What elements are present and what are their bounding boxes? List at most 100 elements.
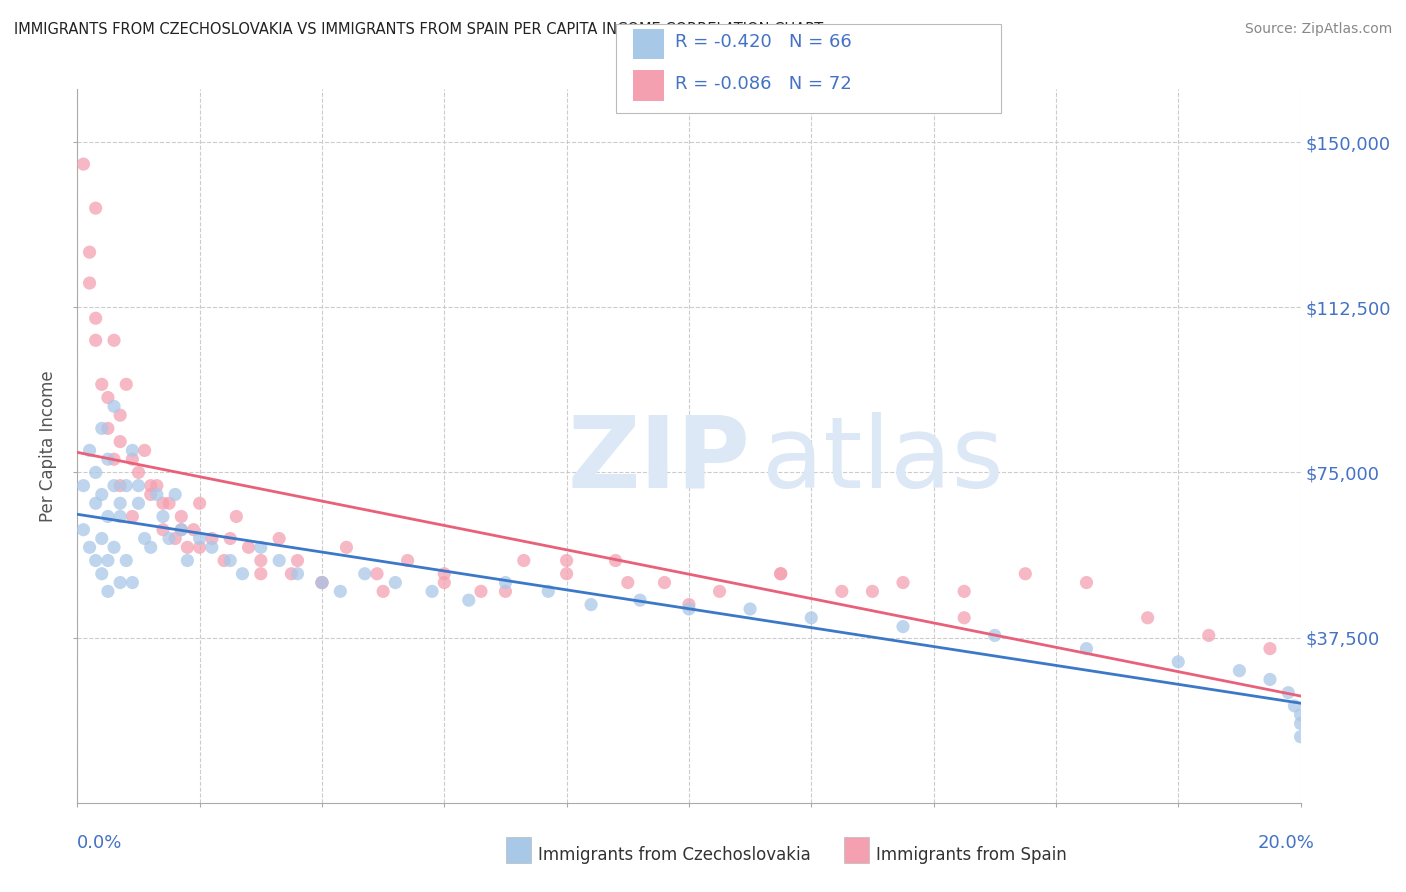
Point (1076, 575, 1098, 590)
Point (366, 566, 388, 581)
Point (115, 553, 138, 567)
Point (495, 584, 517, 599)
Point (1076, 641, 1098, 656)
Point (769, 566, 792, 581)
Point (1198, 628, 1220, 642)
Point (212, 553, 235, 567)
Point (176, 553, 198, 567)
Point (139, 487, 162, 501)
Text: Immigrants from Czechoslovakia: Immigrants from Czechoslovakia (538, 846, 811, 863)
Point (157, 496, 180, 510)
Point (108, 434, 131, 449)
Point (740, 602, 762, 616)
Point (513, 553, 536, 567)
Point (139, 478, 162, 492)
Point (170, 509, 193, 524)
Point (1258, 673, 1281, 687)
Point (134, 532, 156, 546)
Text: Immigrants from Spain: Immigrants from Spain (876, 846, 1067, 863)
Point (103, 333, 125, 347)
Point (1014, 566, 1036, 581)
Point (152, 496, 174, 510)
Point (115, 377, 138, 392)
Point (457, 593, 479, 607)
Point (90, 377, 112, 392)
Point (225, 509, 247, 524)
Point (84, 553, 107, 567)
Point (1136, 611, 1159, 625)
Point (79, 276, 101, 290)
Point (170, 523, 193, 537)
Point (250, 541, 273, 555)
Point (84, 496, 107, 510)
Point (1277, 686, 1299, 700)
Point (329, 584, 352, 599)
Point (157, 532, 180, 546)
Point (269, 553, 291, 567)
Point (495, 575, 517, 590)
Point (152, 509, 174, 524)
Point (201, 541, 224, 555)
Point (605, 553, 627, 567)
Point (97, 509, 120, 524)
Point (97, 452, 120, 467)
Point (769, 566, 792, 581)
Point (79, 541, 101, 555)
Point (121, 575, 143, 590)
Point (1167, 655, 1189, 669)
Point (250, 566, 273, 581)
Point (103, 541, 125, 555)
Point (219, 553, 242, 567)
Point (176, 541, 198, 555)
Point (678, 598, 700, 612)
Text: R = -0.086   N = 72: R = -0.086 N = 72 (675, 75, 852, 93)
Point (146, 487, 169, 501)
Point (1229, 664, 1251, 678)
Point (128, 466, 150, 480)
Point (384, 575, 406, 590)
Point (433, 566, 456, 581)
Point (72, 478, 94, 492)
Point (79, 443, 101, 458)
Text: 0.0%: 0.0% (77, 834, 122, 852)
Point (115, 478, 138, 492)
Point (862, 584, 884, 599)
Point (984, 628, 1007, 642)
Point (579, 598, 602, 612)
Point (108, 478, 131, 492)
Point (139, 541, 162, 555)
Point (170, 523, 193, 537)
Point (121, 452, 143, 467)
Point (891, 575, 914, 590)
Point (311, 575, 333, 590)
Point (108, 509, 131, 524)
Point (555, 566, 578, 581)
Point (84, 201, 107, 215)
Point (800, 611, 823, 625)
Point (72, 523, 94, 537)
Point (678, 602, 700, 616)
Point (84, 333, 107, 347)
Point (654, 575, 676, 590)
Point (831, 584, 853, 599)
Point (121, 443, 143, 458)
Point (433, 575, 456, 590)
Point (709, 584, 731, 599)
Text: 20.0%: 20.0% (1258, 834, 1315, 852)
Point (84, 311, 107, 326)
Point (103, 400, 125, 414)
Point (97, 421, 120, 435)
Point (231, 566, 253, 581)
Point (280, 566, 302, 581)
Y-axis label: Per Capita Income: Per Capita Income (39, 370, 58, 522)
Point (617, 575, 640, 590)
Point (1289, 716, 1312, 731)
Point (188, 541, 211, 555)
Text: IMMIGRANTS FROM CZECHOSLOVAKIA VS IMMIGRANTS FROM SPAIN PER CAPITA INCOME CORREL: IMMIGRANTS FROM CZECHOSLOVAKIA VS IMMIGR… (14, 22, 824, 37)
Text: atlas: atlas (762, 412, 1004, 508)
Point (121, 509, 143, 524)
Point (146, 478, 169, 492)
Point (79, 245, 101, 260)
Point (183, 523, 205, 537)
Point (108, 575, 131, 590)
